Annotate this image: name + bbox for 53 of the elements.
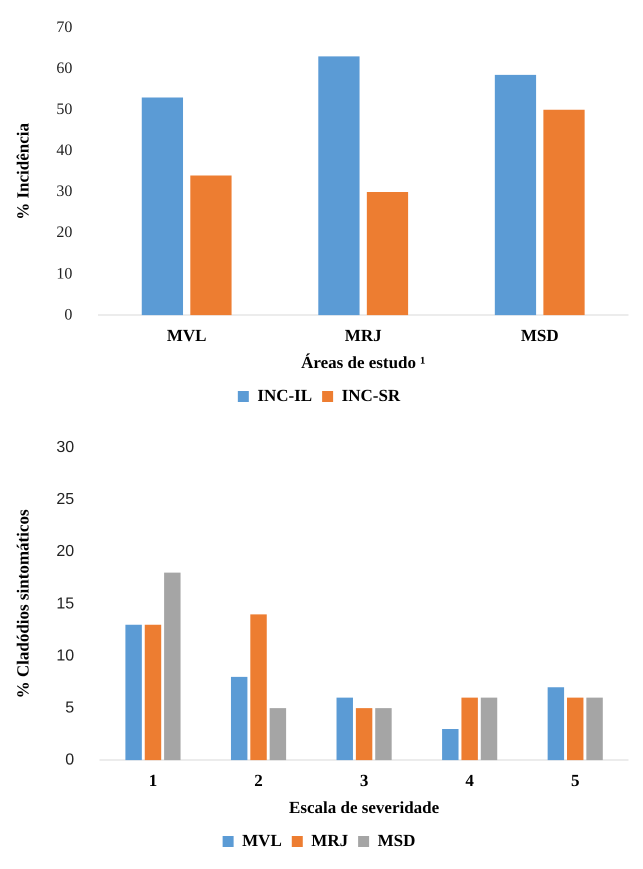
y-tick-label: 20 [56, 224, 72, 242]
bar [586, 698, 603, 760]
bar [366, 192, 408, 316]
bar [142, 97, 184, 316]
legend-label: INC-SR [342, 386, 401, 405]
bar [190, 176, 232, 316]
bar [442, 728, 459, 760]
bar [375, 708, 392, 760]
x-tick-label: 1 [148, 770, 158, 790]
bar [144, 624, 162, 760]
y-tick-label: 30 [56, 183, 72, 200]
x-axis-title: Escala de severidade [289, 798, 440, 818]
y-tick-label: 30 [56, 439, 74, 456]
x-tick-label: 5 [570, 770, 580, 790]
bar [164, 572, 181, 760]
bar [356, 708, 372, 760]
y-tick-label: 15 [56, 595, 74, 612]
x-axis-title: Áreas de estudo ¹ [301, 353, 426, 372]
bar [336, 698, 353, 760]
x-tick-label: MVL [166, 326, 207, 345]
x-tick-label: 3 [360, 770, 368, 790]
bar [566, 698, 584, 760]
y-tick-label: 5 [65, 700, 74, 717]
y-tick-label: 70 [56, 18, 72, 36]
legend-label: MVL [242, 830, 282, 850]
y-tick-label: 10 [56, 265, 72, 282]
legend-label: INC-IL [257, 386, 312, 405]
x-tick-label: MRJ [344, 326, 382, 345]
y-tick-label: 0 [65, 752, 74, 769]
y-tick-label: 20 [56, 543, 74, 560]
bar [230, 676, 248, 760]
bar [318, 56, 360, 316]
bar [125, 624, 142, 760]
bar [548, 687, 564, 760]
legend-label: MRJ [311, 830, 349, 850]
y-tick-label: 40 [56, 142, 72, 160]
y-tick-label: 0 [64, 306, 72, 324]
bar [494, 74, 536, 316]
y-axis-title: % Incidência [14, 122, 33, 220]
bar [543, 110, 585, 316]
y-axis-title: % Cladódios sintomáticos [14, 509, 33, 698]
bar [270, 708, 286, 760]
y-tick-label: 25 [56, 491, 74, 508]
bar [461, 698, 478, 760]
legend-label: MSD [378, 830, 416, 850]
y-tick-label: 50 [56, 100, 72, 118]
bar [250, 614, 267, 760]
x-tick-label: 2 [254, 770, 263, 790]
x-tick-label: MSD [520, 326, 559, 345]
y-tick-label: 10 [56, 647, 74, 664]
bar [480, 698, 498, 760]
y-tick-label: 60 [56, 60, 72, 77]
x-tick-label: 4 [465, 770, 474, 790]
